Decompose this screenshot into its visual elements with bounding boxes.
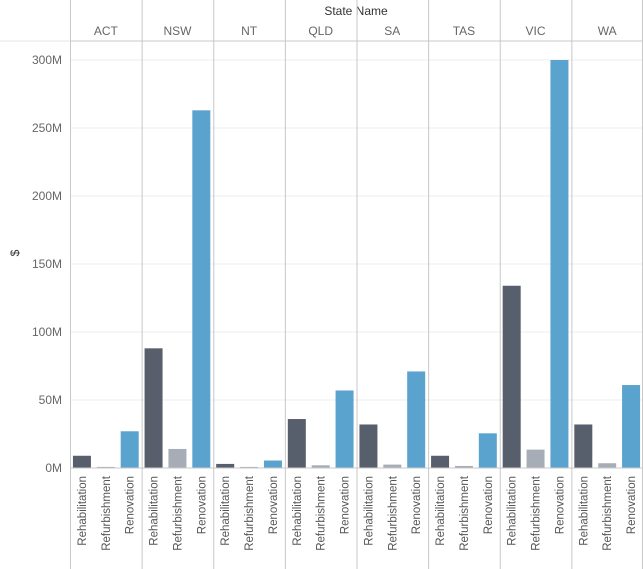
- category-label: Renovation: [626, 476, 638, 534]
- category-label: Rehabilitation: [363, 476, 375, 546]
- category-label: Refurbishment: [101, 475, 113, 551]
- category-label: Rehabilitation: [220, 476, 232, 546]
- bar-nt-renovation: [263, 460, 282, 468]
- category-label: Refurbishment: [316, 475, 328, 551]
- state-header-act: ACT: [94, 24, 119, 38]
- bar-vic-refurbishment: [526, 449, 545, 468]
- y-tick-label: 250M: [32, 121, 62, 135]
- state-header-nsw: NSW: [163, 24, 192, 38]
- bar-nsw-renovation: [192, 110, 211, 468]
- category-label: Renovation: [125, 476, 137, 534]
- bar-act-renovation: [120, 431, 139, 468]
- y-tick-label: 50M: [39, 393, 62, 407]
- category-label: Renovation: [340, 476, 352, 534]
- category-label: Renovation: [483, 476, 495, 534]
- bar-nsw-rehabilitation: [144, 348, 163, 468]
- category-label: Refurbishment: [172, 475, 184, 551]
- state-headers: ACT NSW NT QLD SA TAS VIC WA: [94, 24, 617, 38]
- y-axis-ticks: 0M 50M 100M 150M 200M 250M 300M: [32, 53, 62, 475]
- category-label: Refurbishment: [244, 475, 256, 551]
- bar-sa-renovation: [407, 371, 426, 468]
- category-label: Renovation: [268, 476, 280, 534]
- category-label: Rehabilitation: [435, 476, 447, 546]
- category-label: Renovation: [196, 476, 208, 534]
- category-label: Refurbishment: [459, 475, 471, 551]
- bar-nt-rehabilitation: [216, 463, 235, 468]
- category-label: Refurbishment: [602, 475, 614, 551]
- category-label: Rehabilitation: [292, 476, 304, 546]
- category-label: Rehabilitation: [578, 476, 590, 546]
- y-axis-label: $: [8, 249, 22, 256]
- category-label: Rehabilitation: [149, 476, 161, 546]
- bar-wa-rehabilitation: [574, 424, 593, 468]
- bars: [72, 60, 641, 468]
- bar-tas-renovation: [478, 433, 497, 468]
- bar-sa-refurbishment: [383, 464, 402, 468]
- y-tick-label: 0M: [45, 461, 62, 475]
- bar-qld-renovation: [335, 390, 354, 468]
- bar-qld-refurbishment: [311, 465, 330, 468]
- category-label: Renovation: [411, 476, 423, 534]
- bar-qld-rehabilitation: [287, 419, 306, 468]
- bar-vic-rehabilitation: [502, 285, 521, 468]
- bar-nsw-refurbishment: [168, 448, 187, 468]
- bar-vic-renovation: [550, 60, 569, 468]
- state-header-qld: QLD: [308, 24, 333, 38]
- bar-act-rehabilitation: [72, 455, 91, 468]
- bar-sa-rehabilitation: [359, 424, 378, 468]
- category-labels: Rehabilitation Refurbishment Renovation Reh…: [77, 475, 638, 551]
- category-label: Refurbishment: [387, 475, 399, 551]
- category-label: Rehabilitation: [77, 476, 89, 546]
- bar-tas-refurbishment: [454, 465, 473, 468]
- category-label: Renovation: [554, 476, 566, 534]
- bar-tas-rehabilitation: [431, 455, 450, 468]
- bar-act-refurbishment: [96, 466, 115, 468]
- y-tick-label: 150M: [32, 257, 62, 271]
- bar-wa-renovation: [622, 385, 641, 468]
- bar-nt-refurbishment: [240, 466, 259, 468]
- state-header-vic: VIC: [526, 24, 546, 38]
- chart-title: State Name: [324, 4, 388, 18]
- category-label: Refurbishment: [531, 475, 543, 551]
- bar-wa-refurbishment: [598, 463, 617, 468]
- state-header-sa: SA: [384, 24, 400, 38]
- state-header-tas: TAS: [453, 24, 475, 38]
- y-tick-label: 100M: [32, 325, 62, 339]
- y-tick-label: 200M: [32, 189, 62, 203]
- state-header-wa: WA: [598, 24, 617, 38]
- category-label: Rehabilitation: [507, 476, 519, 546]
- y-tick-label: 300M: [32, 53, 62, 67]
- state-header-nt: NT: [241, 24, 258, 38]
